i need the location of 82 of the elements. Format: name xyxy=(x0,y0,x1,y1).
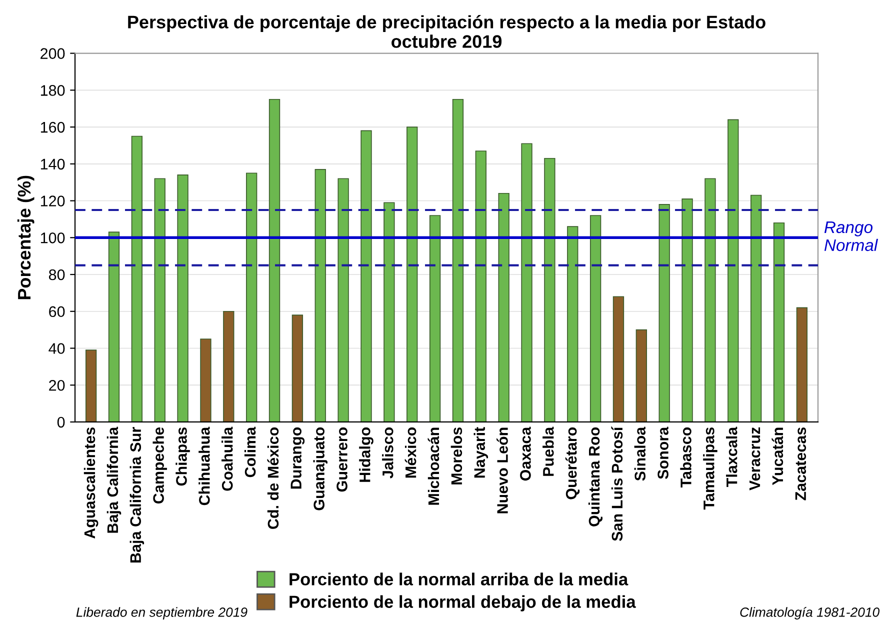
x-tick-label: Tamaulipas xyxy=(703,427,718,510)
bar xyxy=(314,169,326,422)
x-tick-label: Chiapas xyxy=(176,427,190,486)
bar xyxy=(498,192,510,422)
bar xyxy=(429,215,441,422)
x-tick-label: Morelos xyxy=(450,427,462,484)
bar xyxy=(704,178,716,422)
x-tick-label: San Luis Potosí xyxy=(611,426,623,541)
bar xyxy=(360,130,372,422)
x-tick-label: Cd. de México xyxy=(267,427,279,529)
bar xyxy=(338,178,349,422)
x-tick-label: Tlaxcala xyxy=(726,426,738,487)
ref-line-label: Rango Normal xyxy=(824,222,878,252)
bar xyxy=(177,174,188,422)
text: Climatología 1981-2010 xyxy=(740,607,880,620)
y-tick-label: 20 xyxy=(49,380,65,391)
x-tick-label: Nuevo León xyxy=(496,428,508,514)
x-tick-label: Querétaro xyxy=(565,427,580,500)
y-tick-label: 0 xyxy=(57,416,65,428)
bar xyxy=(475,150,486,422)
bar xyxy=(452,98,464,422)
bar xyxy=(154,178,166,422)
bar xyxy=(636,329,647,422)
bar xyxy=(544,158,556,422)
x-tick-label: Campeche xyxy=(152,427,167,504)
x-tick-label: Coahuila xyxy=(222,426,233,491)
bar xyxy=(200,338,212,422)
x-tick-label: Guanajuato xyxy=(313,427,328,510)
bar xyxy=(728,119,739,422)
bar xyxy=(268,98,280,422)
bar xyxy=(521,143,532,422)
x-tick-label: Chihuahua xyxy=(198,426,210,506)
x-tick-label: Sinaloa xyxy=(634,426,646,481)
y-tick-label: 140 xyxy=(40,158,65,170)
x-tick-label: Yucatán xyxy=(772,428,784,486)
x-tick-label: Colima xyxy=(244,426,256,478)
bar xyxy=(682,198,693,422)
x-tick-label: Michoacán xyxy=(428,428,440,505)
x-tick-label: Baja California xyxy=(106,426,122,533)
x-tick-label: Oaxaca xyxy=(520,426,531,481)
bar xyxy=(246,172,258,422)
bar xyxy=(384,202,395,422)
legend-label: Porciento de la normal debajo de la media xyxy=(290,595,636,612)
x-tick-label: Sonora xyxy=(658,426,668,480)
bar xyxy=(590,215,602,422)
bar xyxy=(773,222,785,422)
x-tick-label: Puebla xyxy=(542,426,554,476)
y-tick-label: 100 xyxy=(40,232,65,244)
bar xyxy=(406,126,418,422)
bar xyxy=(612,296,624,422)
x-tick-label: Nayarit xyxy=(474,427,488,478)
chart-title: Perspectiva de porcentaje de precipitación respecto a la media por Estado octubre 2019 xyxy=(128,15,766,48)
bar xyxy=(131,136,143,422)
bar xyxy=(658,204,670,422)
y-tick-label: 80 xyxy=(48,269,65,280)
x-tick-label: Hidalgo xyxy=(359,427,374,482)
x-tick-label: Baja California Sur xyxy=(130,427,144,562)
bar xyxy=(567,226,578,422)
bar xyxy=(108,232,120,422)
x-tick-label: Guerrero xyxy=(336,427,348,492)
bar xyxy=(292,314,304,422)
x-tick-label: Aguascalientes xyxy=(84,427,98,539)
text: Liberado en septiembre 2019 xyxy=(76,607,248,620)
bar xyxy=(750,194,762,422)
y-tick-label: 180 xyxy=(40,85,65,96)
y-tick-label: 60 xyxy=(49,306,65,318)
bar xyxy=(85,350,97,422)
x-tick-label: Veracruz xyxy=(750,427,760,490)
bar xyxy=(796,307,808,422)
x-tick-label: México xyxy=(404,427,416,478)
y-tick-label: 200 xyxy=(40,48,65,59)
x-tick-label: Durango xyxy=(290,427,305,489)
bar xyxy=(223,310,234,422)
y-tick-label: 120 xyxy=(40,196,65,206)
y-axis-title: Porcentaje (%) xyxy=(17,176,34,300)
y-tick-label: 160 xyxy=(40,122,65,133)
legend-label: Porciento de la normal arriba de la media xyxy=(290,572,628,586)
y-tick-label: 40 xyxy=(48,343,65,354)
x-tick-label: Quintana Roo xyxy=(588,427,603,526)
x-tick-label: Jalisco xyxy=(382,427,394,478)
x-tick-label: Tabasco xyxy=(680,427,692,488)
x-tick-label: Zacatecas xyxy=(795,427,806,500)
